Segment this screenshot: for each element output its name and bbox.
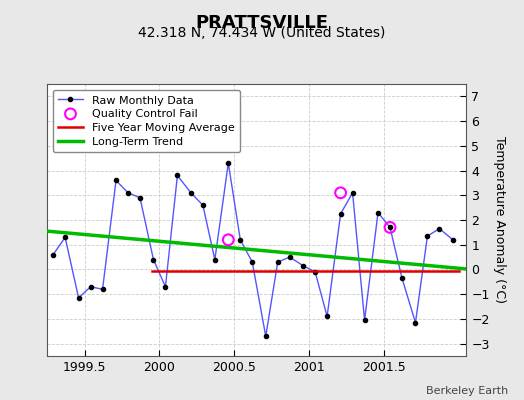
- Raw Monthly Data: [375, 210, 381, 215]
- Raw Monthly Data: [424, 234, 431, 238]
- Raw Monthly Data: [137, 195, 143, 200]
- Raw Monthly Data: [412, 320, 419, 325]
- Raw Monthly Data: [225, 161, 232, 166]
- Raw Monthly Data: [113, 178, 119, 183]
- Raw Monthly Data: [337, 212, 344, 216]
- Text: 42.318 N, 74.434 W (United States): 42.318 N, 74.434 W (United States): [138, 26, 386, 40]
- Quality Control Fail: [224, 236, 233, 243]
- Raw Monthly Data: [125, 190, 131, 195]
- Raw Monthly Data: [237, 237, 244, 242]
- Line: Raw Monthly Data: Raw Monthly Data: [51, 161, 455, 338]
- Text: Berkeley Earth: Berkeley Earth: [426, 386, 508, 396]
- Raw Monthly Data: [174, 173, 181, 178]
- Legend: Raw Monthly Data, Quality Control Fail, Five Year Moving Average, Long-Term Tren: Raw Monthly Data, Quality Control Fail, …: [53, 90, 240, 152]
- Raw Monthly Data: [212, 257, 218, 262]
- Five Year Moving Average: [149, 268, 155, 273]
- Raw Monthly Data: [362, 318, 368, 322]
- Raw Monthly Data: [350, 190, 356, 195]
- Text: PRATTSVILLE: PRATTSVILLE: [195, 14, 329, 32]
- Raw Monthly Data: [324, 314, 330, 319]
- Raw Monthly Data: [162, 284, 169, 289]
- Raw Monthly Data: [387, 225, 393, 230]
- Raw Monthly Data: [275, 260, 281, 264]
- Raw Monthly Data: [263, 334, 269, 339]
- Raw Monthly Data: [436, 226, 443, 231]
- Raw Monthly Data: [450, 237, 456, 242]
- Raw Monthly Data: [399, 276, 405, 280]
- Quality Control Fail: [386, 224, 394, 231]
- Raw Monthly Data: [287, 255, 293, 260]
- Raw Monthly Data: [312, 270, 318, 274]
- Raw Monthly Data: [200, 203, 206, 208]
- Raw Monthly Data: [300, 263, 307, 268]
- Y-axis label: Temperature Anomaly (°C): Temperature Anomaly (°C): [493, 136, 506, 304]
- Raw Monthly Data: [150, 257, 157, 262]
- Raw Monthly Data: [88, 284, 94, 289]
- Raw Monthly Data: [249, 260, 255, 264]
- Raw Monthly Data: [75, 296, 82, 300]
- Five Year Moving Average: [456, 268, 462, 273]
- Raw Monthly Data: [62, 235, 68, 240]
- Raw Monthly Data: [50, 252, 56, 257]
- Raw Monthly Data: [188, 190, 194, 195]
- Quality Control Fail: [336, 190, 345, 196]
- Raw Monthly Data: [100, 287, 106, 292]
